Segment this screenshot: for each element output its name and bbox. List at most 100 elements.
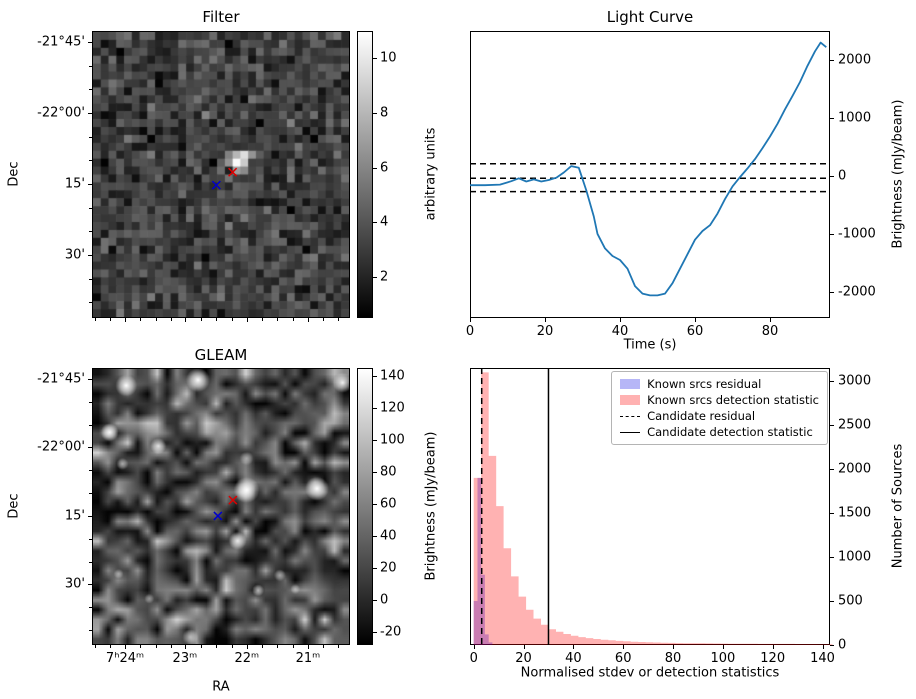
tick-mark	[830, 557, 834, 559]
tick-mark	[277, 645, 279, 648]
count-tick-label: 2000	[838, 461, 872, 477]
colorbar-tick-label: 120	[380, 400, 405, 416]
tick-mark	[88, 515, 92, 517]
tick-mark	[373, 568, 377, 570]
tick-mark	[89, 278, 92, 280]
tick-mark	[373, 440, 377, 442]
time-tick-label: 0	[465, 324, 475, 339]
gleam-colorbar-label: Brightness (mJy/beam)	[423, 431, 439, 581]
stat-tick-label: 60	[614, 651, 632, 666]
count-tick-label: 0	[838, 637, 847, 653]
tick-mark	[338, 645, 340, 648]
tick-mark	[109, 645, 111, 648]
count-tick-label: 1000	[838, 549, 872, 565]
tick-mark	[140, 318, 142, 321]
tick-mark	[89, 538, 92, 540]
tick-mark	[88, 447, 92, 449]
tick-mark	[89, 160, 92, 162]
legend-item-known-detection: Known srcs detection statistic	[620, 392, 819, 408]
legend-label: Known srcs residual	[647, 377, 762, 391]
filter-markers	[211, 167, 238, 190]
stat-tick-label: 100	[710, 651, 736, 666]
tick-mark	[770, 318, 771, 322]
tick-mark	[262, 318, 264, 321]
tick-mark	[125, 645, 127, 649]
tick-mark	[89, 561, 92, 563]
histogram-plot-area	[470, 368, 830, 645]
ra-tick-label: 22ᵐ	[234, 651, 260, 666]
tick-mark	[373, 632, 377, 634]
blue-x-marker-icon	[211, 180, 221, 190]
brightness-tick-label: 1000	[838, 110, 872, 126]
tick-mark	[88, 584, 92, 586]
filter-title: Filter	[202, 8, 240, 26]
tick-mark	[125, 318, 127, 322]
stat-tick-label: 120	[760, 651, 786, 666]
legend-pink-patch-icon	[620, 395, 641, 405]
stat-tick-label: 140	[810, 651, 835, 666]
colorbar-tick-label: 60	[380, 496, 397, 512]
tick-mark	[373, 472, 377, 474]
tick-mark	[292, 318, 294, 321]
tick-mark	[231, 318, 233, 321]
gleam-plot-area	[92, 368, 350, 645]
tick-mark	[523, 645, 525, 649]
tick-mark	[88, 183, 92, 185]
tick-mark	[170, 318, 172, 321]
tick-mark	[94, 318, 96, 321]
colorbar-tick-label: 20	[380, 560, 397, 576]
blue-x-marker-icon	[213, 511, 223, 521]
tick-mark	[830, 117, 834, 119]
tick-mark	[184, 318, 186, 322]
dec-tick-label: -22°00'	[37, 105, 85, 121]
tick-mark	[772, 645, 774, 649]
legend-label: Known srcs detection statistic	[647, 393, 819, 407]
tick-mark	[94, 645, 96, 648]
stat-tick-label: 20	[515, 651, 532, 666]
dec-tick-label: -21°45'	[37, 371, 85, 387]
tick-mark	[89, 207, 92, 209]
colorbar-tick-label: -20	[380, 624, 402, 640]
count-tick-label: 1500	[838, 505, 872, 521]
dec-tick-label: -22°00'	[37, 439, 85, 455]
tick-mark	[89, 629, 92, 631]
tick-mark	[373, 277, 377, 278]
tick-mark	[545, 318, 546, 322]
light-curve-line	[470, 41, 827, 297]
tick-mark	[89, 493, 92, 495]
tick-mark	[373, 167, 377, 169]
light-curve-y-axis-label: Brightness (mJy/beam)	[890, 99, 906, 249]
tick-mark	[323, 645, 325, 648]
tick-mark	[830, 601, 834, 603]
filter-colorbar-label: arbitrary units	[423, 127, 439, 221]
colorbar-tick-label: 6	[380, 160, 389, 176]
tick-mark	[109, 318, 111, 321]
tick-mark	[373, 408, 377, 410]
legend-blue-patch-icon	[620, 379, 641, 389]
tick-mark	[830, 175, 834, 177]
tick-mark	[620, 318, 621, 322]
time-tick-label: 20	[536, 324, 554, 339]
tick-mark	[373, 58, 377, 60]
tick-mark	[89, 470, 92, 472]
gleam-markers	[213, 495, 238, 521]
tick-mark	[830, 645, 834, 646]
gleam-colorbar	[357, 368, 373, 645]
ra-tick-label: 21ᵐ	[295, 651, 321, 666]
tick-mark	[88, 379, 92, 381]
tick-mark	[573, 645, 575, 649]
legend-dashed-line-icon	[620, 415, 641, 417]
tick-mark	[88, 254, 92, 256]
legend-label: Candidate residual	[647, 409, 756, 423]
light-curve-title: Light Curve	[606, 8, 694, 26]
filter-colorbar	[357, 31, 373, 318]
tick-mark	[140, 645, 142, 648]
tick-mark	[216, 645, 218, 648]
tick-mark	[277, 318, 279, 321]
time-tick-label: 60	[686, 324, 704, 339]
tick-mark	[201, 645, 203, 648]
tick-mark	[373, 504, 377, 506]
light-curve-x-axis-label: Time (s)	[623, 337, 677, 353]
stat-tick-label: 0	[469, 651, 478, 666]
tick-mark	[830, 469, 834, 471]
